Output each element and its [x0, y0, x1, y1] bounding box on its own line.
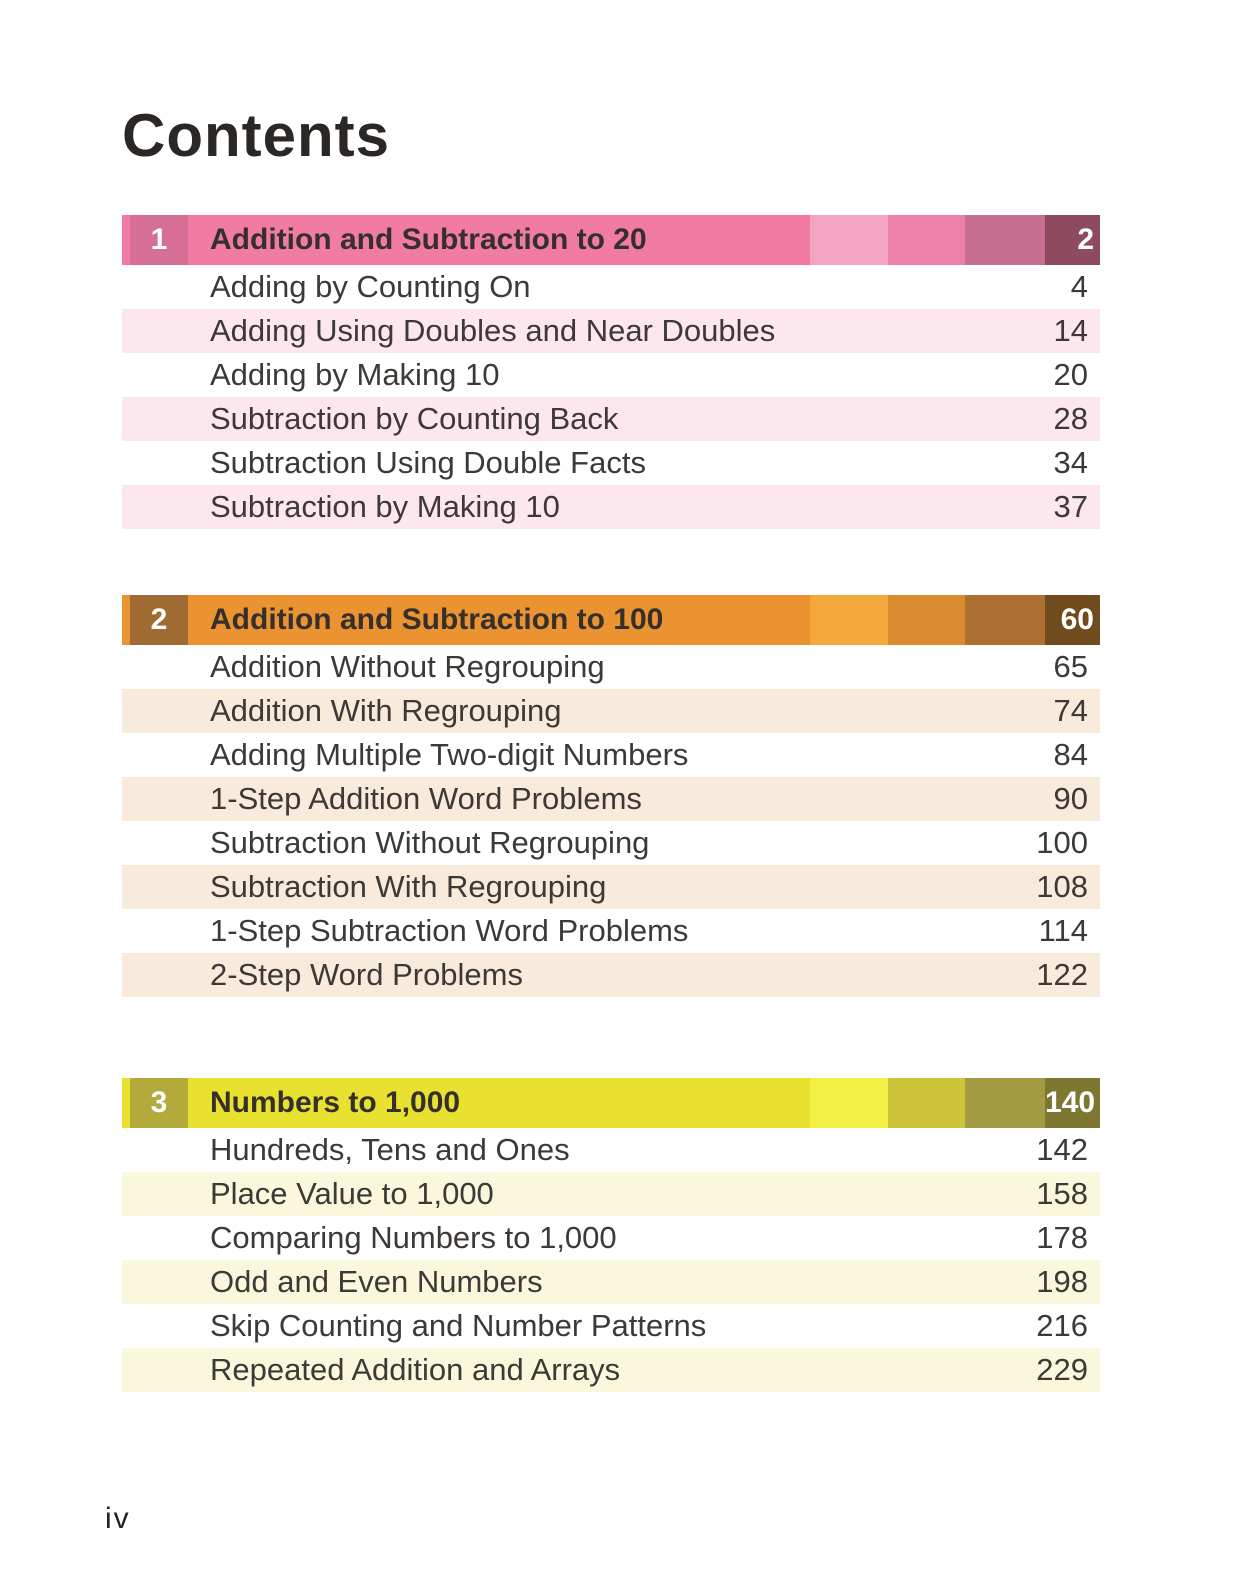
toc-entry-label: Subtraction by Counting Back — [210, 401, 619, 436]
toc-entry-page: 4 — [1070, 269, 1088, 304]
chapter-section: 2 Addition and Subtraction to 100 60 Additi… — [122, 595, 1100, 997]
toc-row: Repeated Addition and Arrays 229 — [122, 1348, 1100, 1392]
toc-row: Adding by Making 10 20 — [122, 353, 1100, 397]
toc-row: Comparing Numbers to 1,000 178 — [122, 1216, 1100, 1260]
toc-entry-label: Subtraction With Regrouping — [210, 869, 607, 904]
toc-entry-page: 37 — [1053, 489, 1088, 524]
toc-row: Subtraction by Counting Back 28 — [122, 397, 1100, 441]
bar-segment-dark — [965, 215, 1045, 265]
toc-row: Subtraction With Regrouping 108 — [122, 865, 1100, 909]
chapter-section: 3 Numbers to 1,000 140 Hundreds, Tens and O… — [122, 1078, 1100, 1392]
toc-row: Place Value to 1,000 158 — [122, 1172, 1100, 1216]
toc-row: Hundreds, Tens and Ones 142 — [122, 1128, 1100, 1172]
toc-entry-label: Adding by Making 10 — [210, 357, 500, 392]
toc-row: Adding by Counting On 4 — [122, 265, 1100, 309]
chapter-title: Numbers to 1,000 — [188, 1078, 810, 1128]
toc-entry-label: Adding by Counting On — [210, 269, 531, 304]
toc-row: Odd and Even Numbers 198 — [122, 1260, 1100, 1304]
toc-row: Addition With Regrouping 74 — [122, 689, 1100, 733]
toc-row: Addition Without Regrouping 65 — [122, 645, 1100, 689]
chapter-title: Addition and Subtraction to 100 — [188, 595, 810, 645]
bar-segment-dark — [965, 1078, 1045, 1128]
toc-entry-page: 28 — [1053, 401, 1088, 436]
bar-segment-dark — [965, 595, 1045, 645]
bar-segment-mid — [888, 595, 965, 645]
toc-row: 1-Step Addition Word Problems 90 — [122, 777, 1100, 821]
toc-row: Adding Multiple Two-digit Numbers 84 — [122, 733, 1100, 777]
toc-row: Adding Using Doubles and Near Doubles 14 — [122, 309, 1100, 353]
chapter-header-bar: 3 Numbers to 1,000 140 — [122, 1078, 1100, 1128]
chapter-page-number: 140 — [1045, 1078, 1100, 1128]
toc-row: Skip Counting and Number Patterns 216 — [122, 1304, 1100, 1348]
toc-row: 2-Step Word Problems 122 — [122, 953, 1100, 997]
chapter-number: 3 — [130, 1078, 188, 1128]
toc-entry-page: 90 — [1053, 781, 1088, 816]
bar-left-strip — [122, 1078, 130, 1128]
toc-entry-page: 114 — [1038, 913, 1088, 948]
toc-entry-page: 142 — [1036, 1132, 1088, 1167]
chapter-number: 1 — [130, 215, 188, 265]
chapter-header-bar: 1 Addition and Subtraction to 20 2 — [122, 215, 1100, 265]
chapter-header-bar: 2 Addition and Subtraction to 100 60 — [122, 595, 1100, 645]
bar-segment-mid — [888, 215, 965, 265]
toc-entry-label: Hundreds, Tens and Ones — [210, 1132, 570, 1167]
toc-row: 1-Step Subtraction Word Problems 114 — [122, 909, 1100, 953]
toc-entry-label: Repeated Addition and Arrays — [210, 1352, 621, 1387]
chapter-section: 1 Addition and Subtraction to 20 2 Adding b… — [122, 215, 1100, 529]
toc-entry-label: Odd and Even Numbers — [210, 1264, 543, 1299]
toc-entry-label: Comparing Numbers to 1,000 — [210, 1220, 617, 1255]
bar-segment-light — [810, 215, 888, 265]
toc-entry-page: 65 — [1053, 649, 1088, 684]
toc-entry-label: Adding Using Doubles and Near Doubles — [210, 313, 776, 348]
chapters: 1 Addition and Subtraction to 20 2 Adding b… — [122, 215, 1100, 1392]
chapter-page-number: 60 — [1045, 595, 1100, 645]
toc-entry-page: 216 — [1036, 1308, 1088, 1343]
toc-entry-label: Subtraction Without Regrouping — [210, 825, 650, 860]
toc-entry-page: 108 — [1036, 869, 1088, 904]
chapter-page-number: 2 — [1045, 215, 1100, 265]
bar-segment-light — [810, 1078, 888, 1128]
toc-entry-label: Addition With Regrouping — [210, 693, 562, 728]
bar-left-strip — [122, 595, 130, 645]
bar-left-strip — [122, 215, 130, 265]
toc-entry-label: Place Value to 1,000 — [210, 1176, 494, 1211]
bar-segment-mid — [888, 1078, 965, 1128]
toc-entry-label: 1-Step Addition Word Problems — [210, 781, 642, 816]
toc-entry-label: Subtraction by Making 10 — [210, 489, 560, 524]
toc-entry-label: Addition Without Regrouping — [210, 649, 605, 684]
toc-entry-page: 198 — [1036, 1264, 1088, 1299]
toc-entry-label: Skip Counting and Number Patterns — [210, 1308, 707, 1343]
chapter-title: Addition and Subtraction to 20 — [188, 215, 810, 265]
toc-entry-page: 14 — [1053, 313, 1088, 348]
toc-entry-page: 34 — [1053, 445, 1088, 480]
chapter-rows: Addition Without Regrouping 65 Addition Wi… — [122, 645, 1100, 997]
toc-entry-page: 229 — [1036, 1352, 1088, 1387]
toc-row: Subtraction by Making 10 37 — [122, 485, 1100, 529]
toc-entry-page: 20 — [1053, 357, 1088, 392]
chapter-rows: Hundreds, Tens and Ones 142 Place Value to… — [122, 1128, 1100, 1392]
toc-entry-page: 100 — [1036, 825, 1088, 860]
toc-entry-page: 74 — [1053, 693, 1088, 728]
toc-entry-label: 1-Step Subtraction Word Problems — [210, 913, 689, 948]
toc-entry-page: 178 — [1036, 1220, 1088, 1255]
chapter-rows: Adding by Counting On 4 Adding Using Doubl… — [122, 265, 1100, 529]
chapter-number: 2 — [130, 595, 188, 645]
bar-segment-light — [810, 595, 888, 645]
toc-row: Subtraction Without Regrouping 100 — [122, 821, 1100, 865]
toc-entry-label: Subtraction Using Double Facts — [210, 445, 646, 480]
toc-entry-label: 2-Step Word Problems — [210, 957, 523, 992]
toc-entry-page: 122 — [1036, 957, 1088, 992]
page-number-footer: iv — [105, 1502, 131, 1535]
toc-row: Subtraction Using Double Facts 34 — [122, 441, 1100, 485]
toc-entry-page: 158 — [1036, 1176, 1088, 1211]
page-title: Contents — [122, 102, 390, 169]
toc-entry-page: 84 — [1053, 737, 1088, 772]
toc-entry-label: Adding Multiple Two-digit Numbers — [210, 737, 689, 772]
